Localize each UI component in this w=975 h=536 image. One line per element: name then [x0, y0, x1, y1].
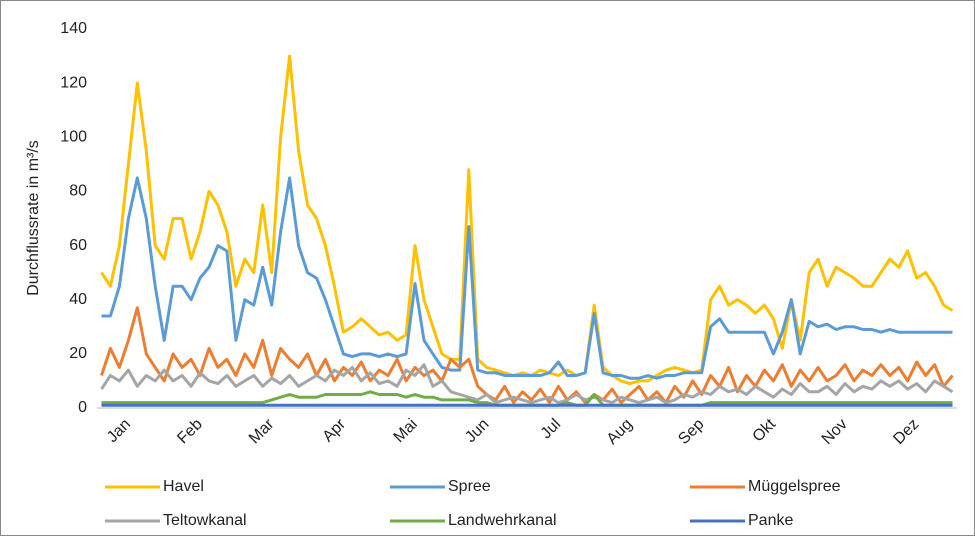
y-tick-label: 120: [60, 74, 87, 91]
series-line: [101, 176, 953, 380]
y-tick-label: 60: [69, 237, 87, 254]
legend-label: Havel: [163, 478, 204, 495]
y-tick-label: 100: [60, 129, 87, 146]
legend-label: Spree: [448, 478, 491, 495]
y-tick-label: 40: [69, 291, 87, 308]
legend-label: Landwehrkanal: [448, 512, 557, 529]
y-tick-label: 20: [69, 345, 87, 362]
series-line: [100, 306, 954, 405]
y-tick-label: 0: [78, 399, 87, 416]
y-tick-label: 140: [60, 20, 87, 37]
series-line: [100, 363, 954, 405]
legend-label: Teltowkanal: [163, 512, 247, 529]
y-axis-label: Durchflussrate in m³/s: [25, 140, 42, 296]
y-tick-label: 80: [69, 183, 87, 200]
legend-label: Müggelspree: [748, 478, 841, 495]
legend-label: Panke: [748, 512, 793, 529]
